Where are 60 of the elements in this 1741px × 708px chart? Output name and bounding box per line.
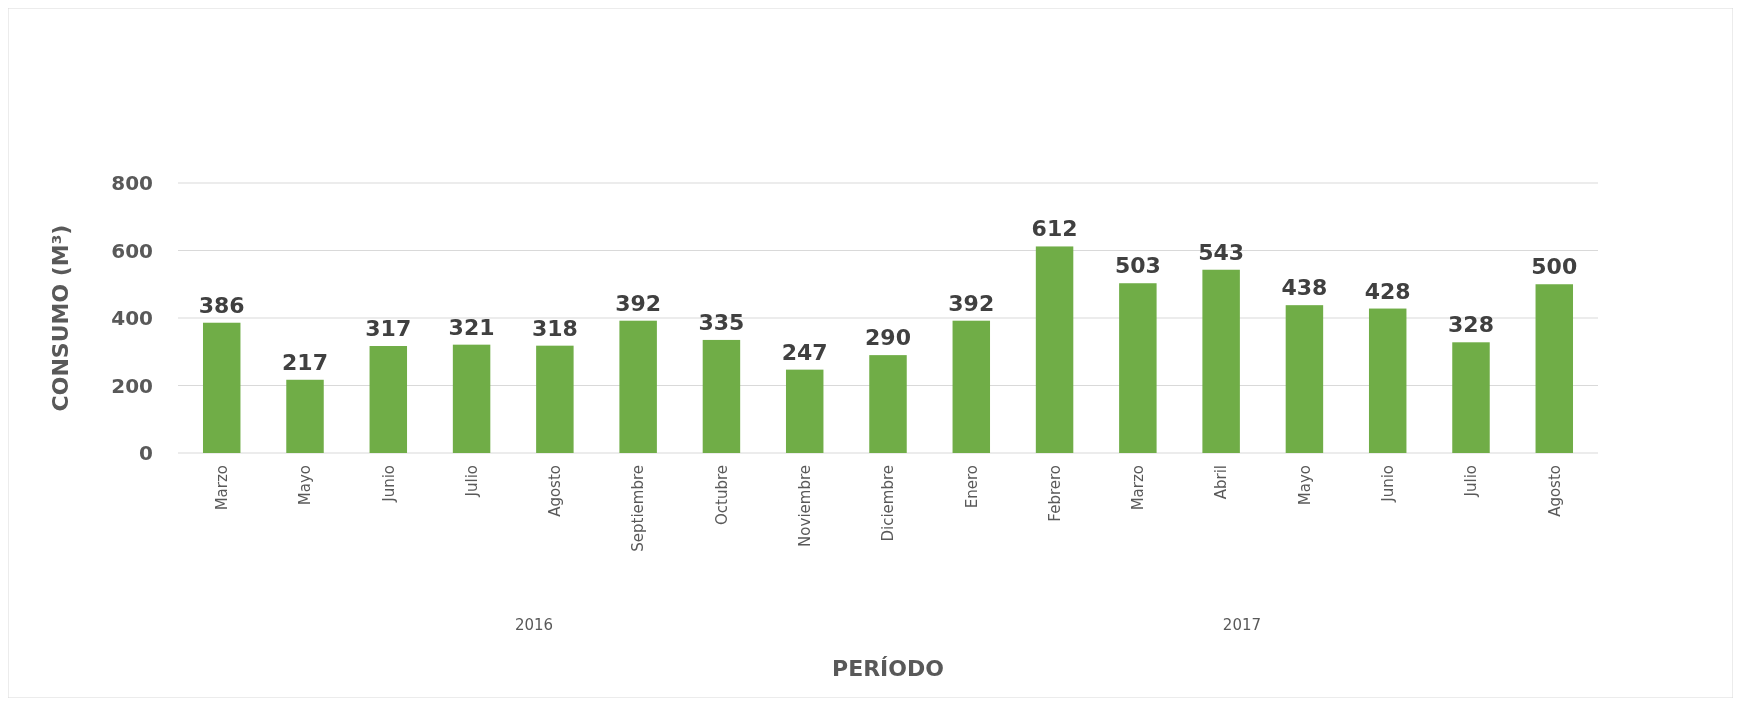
- text: 2016: [514, 616, 554, 634]
- data-label: 386: [198, 292, 245, 318]
- x-tick-label: Octubre: [712, 465, 731, 526]
- bar: [1452, 342, 1490, 453]
- data-label: 438: [1281, 275, 1328, 301]
- x-tick-label: Junio: [379, 465, 398, 503]
- bar: [1202, 269, 1240, 453]
- x-tick-label: Diciembre: [879, 465, 898, 542]
- data-label: 612: [1031, 216, 1078, 242]
- data-label: 290: [865, 325, 911, 351]
- x-tick-label: Mayo: [296, 465, 315, 506]
- x-tick-label: Marzo: [1129, 465, 1148, 511]
- bar: [619, 320, 657, 453]
- data-label: 328: [1448, 312, 1494, 338]
- bar: [1535, 284, 1574, 453]
- x-tick-label: Julio: [462, 465, 481, 498]
- data-label: 321: [448, 314, 495, 340]
- data-label: 335: [698, 309, 745, 335]
- bar: [369, 346, 408, 453]
- x-tick-label: Marzo: [212, 465, 231, 511]
- y-tick-label: 0: [139, 441, 153, 465]
- x-tick-label: Mayo: [1295, 465, 1314, 506]
- x-tick-label: Abril: [1212, 465, 1231, 500]
- data-label: 318: [531, 315, 578, 341]
- data-label: 217: [282, 349, 328, 375]
- bar: [785, 369, 824, 453]
- data-label: 392: [948, 290, 995, 316]
- data-label: 317: [365, 316, 412, 342]
- x-tick-label: Enero: [962, 465, 981, 509]
- text: 2017: [1222, 616, 1262, 634]
- data-label: 428: [1364, 278, 1411, 304]
- x-tick-label: Septiembre: [629, 465, 648, 552]
- bar: [702, 339, 741, 453]
- bar: [536, 345, 574, 453]
- bar: [1035, 246, 1074, 453]
- y-tick-label: 400: [111, 306, 153, 330]
- bar: [286, 379, 324, 453]
- data-label: 500: [1531, 254, 1578, 280]
- x-axis-title: PERÍODO: [832, 656, 944, 681]
- bar: [1285, 305, 1324, 453]
- data-label: 392: [615, 290, 662, 316]
- bar: [1368, 308, 1407, 453]
- bar: [952, 320, 991, 453]
- x-tick-label: Julio: [1462, 465, 1481, 498]
- x-tick-label: Agosto: [1545, 465, 1564, 517]
- x-tick-label: Febrero: [1045, 465, 1064, 522]
- y-tick-label: 800: [111, 171, 153, 195]
- y-tick-label: 200: [111, 373, 153, 398]
- bar: [1119, 283, 1157, 453]
- y-tick-label: 600: [111, 238, 153, 263]
- bar: [869, 355, 907, 453]
- x-tick-label: Agosto: [546, 465, 565, 517]
- bar: [452, 344, 491, 453]
- y-axis-title: CONSUMO (M³): [48, 224, 73, 412]
- bar: [202, 322, 241, 453]
- x-tick-label: Junio: [1378, 465, 1397, 503]
- data-label: 543: [1198, 239, 1245, 265]
- data-label: 247: [781, 339, 828, 365]
- data-label: 503: [1114, 253, 1161, 279]
- x-tick-label: Noviembre: [795, 465, 814, 547]
